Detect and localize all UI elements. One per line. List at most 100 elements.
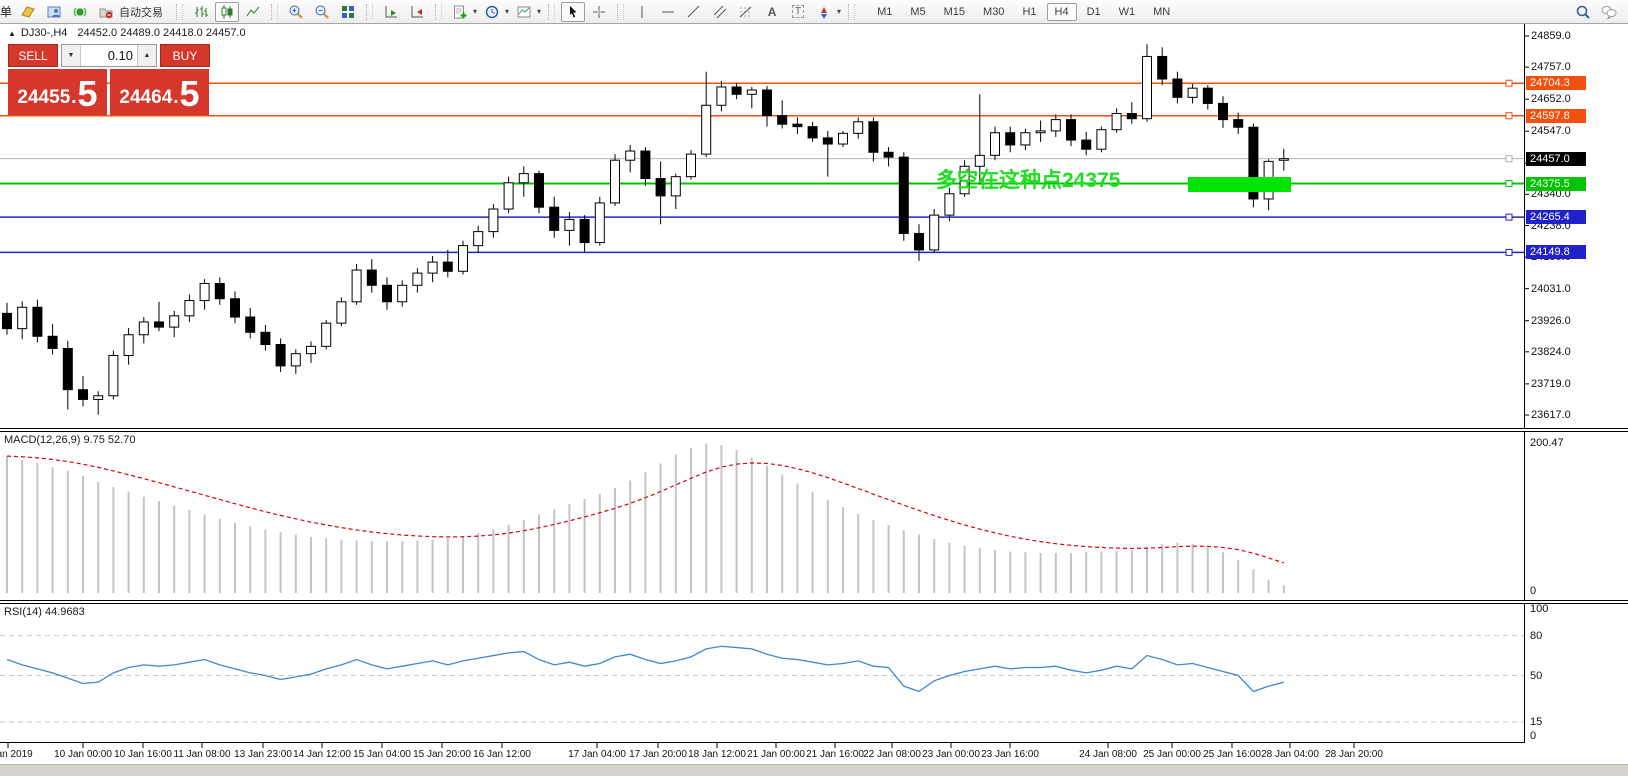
line-chart-icon[interactable]: [241, 2, 265, 22]
chart-text-annotation[interactable]: 多空在这种点24375: [936, 169, 1121, 192]
time-axis-label: 28 Jan 20:00: [1325, 749, 1383, 760]
toolbar-separator: [176, 3, 183, 20]
volume-increase-button[interactable]: ▲: [137, 45, 156, 66]
level-price-label[interactable]: 24375.5: [1526, 176, 1586, 191]
timeframe-button-m5[interactable]: M5: [910, 5, 926, 18]
timeframe-button-d1[interactable]: D1: [1086, 5, 1101, 18]
main-toolbar: 单 自动交易 ▾ ▾ ▾: [0, 0, 1628, 24]
time-axis-label: 9 Jan 2019: [0, 749, 33, 760]
tile-windows-icon[interactable]: [336, 2, 360, 22]
book-icon[interactable]: [16, 2, 40, 22]
cursor-icon[interactable]: [561, 1, 586, 22]
expert-advisor-icon: [99, 8, 113, 18]
price-tick-label: 24757.0: [1531, 61, 1571, 74]
buy-price-main: 24464: [119, 87, 173, 108]
time-axis-label: 10 Jan 00:00: [54, 749, 112, 760]
periods-icon[interactable]: [480, 2, 504, 22]
rsi-scale-label: 80: [1530, 629, 1543, 642]
time-axis-label: 10 Jan 16:00: [114, 749, 172, 760]
macd-scale-max: 200.47: [1530, 437, 1564, 449]
bar-chart-icon[interactable]: [189, 2, 213, 22]
candlestick-chart-icon[interactable]: [215, 1, 239, 22]
macd-indicator-label: MACD(12,26,9) 9.75 52.70: [4, 434, 136, 446]
buy-button[interactable]: BUY: [160, 44, 210, 67]
chart-header: ▲ DJ30-,H4 24452.0 24489.0 24418.0 24457…: [8, 27, 246, 39]
rsi-scale-label: 50: [1530, 669, 1543, 682]
level-price-label[interactable]: 24597.8: [1526, 108, 1586, 123]
arrows-tool-icon[interactable]: [812, 2, 836, 22]
zoom-out-icon[interactable]: [310, 2, 334, 22]
timeframe-button-h1[interactable]: H1: [1022, 5, 1037, 18]
timeframe-button-mn[interactable]: MN: [1153, 5, 1171, 18]
time-axis-label: 14 Jan 12:00: [293, 749, 351, 760]
time-axis-label: 21 Jan 16:00: [806, 749, 864, 760]
price-tick-label: 23926.0: [1531, 314, 1571, 327]
fibonacci-icon[interactable]: [734, 2, 758, 22]
level-price-label[interactable]: 24149.8: [1526, 245, 1586, 260]
timeframe-button-m30[interactable]: M30: [983, 5, 1005, 18]
price-tick-label: 24652.0: [1531, 93, 1571, 106]
volume-input[interactable]: [81, 45, 137, 66]
equidistant-channel-icon[interactable]: [708, 2, 732, 22]
auto-scroll-icon[interactable]: [379, 2, 403, 22]
time-axis-label: 23 Jan 16:00: [981, 749, 1039, 760]
trendline-icon[interactable]: [682, 2, 706, 22]
pane-divider-rsi[interactable]: [0, 600, 1628, 604]
collapse-panel-icon[interactable]: ▲: [8, 28, 16, 38]
sell-price-button[interactable]: 24455. 5: [8, 69, 107, 115]
timeframe-button-m1[interactable]: M1: [877, 5, 893, 18]
auto-trading-label: 自动交易: [119, 6, 163, 19]
crosshair-icon[interactable]: [587, 2, 611, 22]
toolbar-separator: [435, 3, 442, 20]
buy-price-button[interactable]: 24464. 5: [110, 69, 209, 115]
auto-trading-button[interactable]: 自动交易: [94, 2, 170, 22]
chat-icon[interactable]: [1597, 2, 1621, 22]
text-label-tool-icon[interactable]: T: [786, 2, 810, 22]
price-tick-label: 24859.0: [1531, 30, 1571, 42]
search-icon[interactable]: [1571, 2, 1595, 22]
signal-icon[interactable]: [68, 2, 92, 22]
vertical-line-icon[interactable]: [630, 2, 654, 22]
chart-window-icon[interactable]: [42, 2, 66, 22]
timeframe-button-h4[interactable]: H4: [1046, 2, 1077, 21]
time-axis-label: 21 Jan 00:00: [747, 749, 805, 760]
sell-button[interactable]: SELL: [8, 44, 58, 67]
time-axis-label: 17 Jan 20:00: [629, 749, 687, 760]
toolbar-separator: [271, 3, 278, 20]
macd-scale-min: 0: [1530, 585, 1537, 597]
chart-shift-icon[interactable]: [405, 2, 429, 22]
time-axis-label: 11 Jan 08:00: [173, 749, 231, 760]
periods-dropdown-caret[interactable]: ▾: [505, 7, 510, 16]
templates-icon[interactable]: [512, 2, 536, 22]
indicators-dropdown-caret[interactable]: ▾: [473, 7, 478, 16]
sell-price-frac: 5: [77, 73, 98, 114]
level-price-label[interactable]: 24704.3: [1526, 76, 1586, 91]
price-tick-label: 24340.0: [1531, 188, 1571, 201]
bid-price-label[interactable]: 24457.0: [1526, 151, 1586, 166]
time-axis-label: 17 Jan 04:00: [568, 749, 626, 760]
zoom-in-icon[interactable]: [284, 2, 308, 22]
toolbar-separator: [366, 3, 373, 20]
pane-divider-macd[interactable]: [0, 428, 1628, 432]
price-tick-label: 23617.0: [1531, 409, 1571, 421]
time-axis-label: 25 Jan 16:00: [1203, 749, 1261, 760]
new-order-button[interactable]: 单: [0, 5, 13, 19]
volume-decrease-button[interactable]: ▼: [62, 45, 81, 66]
timeframe-toolbar: M1 M5 M15 M30 H1 H4 D1 W1 MN: [868, 2, 1179, 21]
templates-dropdown-caret[interactable]: ▾: [537, 7, 542, 16]
symbol-period-label: DJ30-,H4: [20, 27, 68, 39]
time-axis-label: 28 Jan 04:00: [1261, 749, 1319, 760]
text-tool-icon[interactable]: A: [767, 4, 777, 19]
ohlc-values: 24452.0 24489.0 24418.0 24457.0: [77, 27, 246, 39]
timeframe-button-m15[interactable]: M15: [943, 5, 966, 18]
level-price-label[interactable]: 24265.4: [1526, 210, 1586, 225]
window-bottom-strip: [0, 764, 1628, 776]
arrows-dropdown-caret[interactable]: ▾: [837, 7, 842, 16]
price-tick-label: 24031.0: [1531, 282, 1571, 295]
volume-spinner: ▼ ▲: [61, 44, 157, 67]
timeframe-button-w1[interactable]: W1: [1118, 5, 1136, 18]
one-click-trading-panel: SELL ▼ ▲ BUY 24455.5 24464.5: [8, 44, 210, 115]
indicators-icon[interactable]: [448, 2, 472, 22]
horizontal-line-icon[interactable]: [656, 2, 680, 22]
